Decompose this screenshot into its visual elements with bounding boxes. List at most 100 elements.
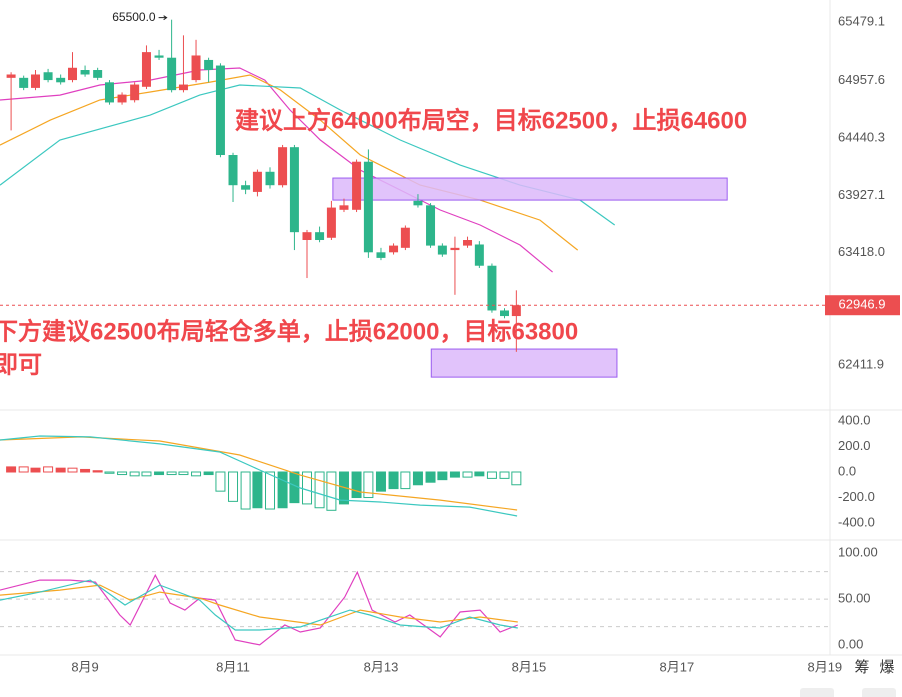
candle-body — [31, 74, 41, 88]
candle-body — [93, 70, 103, 78]
candle-body — [80, 70, 90, 75]
toolbar-tab[interactable] — [800, 688, 834, 697]
candle-body — [117, 94, 127, 103]
annotation: 下方建议62500布局轻仓多单，止损62000，目标63800 — [0, 317, 578, 345]
x-tick-label: 8月15 — [512, 659, 547, 674]
indicator-line — [0, 579, 518, 631]
candle-body — [315, 232, 325, 241]
macd-bar — [425, 471, 436, 483]
last-price-box — [825, 295, 900, 316]
macd-bar — [486, 471, 497, 479]
macd-bar — [92, 470, 103, 473]
last-price-label: 62946.9 — [839, 297, 886, 312]
candle-body — [426, 205, 436, 246]
macd-bar — [228, 471, 239, 502]
candle-body — [302, 232, 312, 241]
candle-body — [154, 55, 164, 58]
candle-body — [167, 57, 177, 91]
candle-body — [511, 305, 521, 317]
candle-body — [241, 185, 251, 190]
candle-body — [339, 205, 349, 210]
macd-bar — [117, 471, 128, 476]
macd-bar — [18, 466, 29, 473]
candle-body — [450, 247, 460, 251]
toolbar-button[interactable]: 筹 — [854, 659, 869, 676]
candle-body — [6, 74, 16, 78]
y-tick-label: 400.0 — [838, 412, 871, 427]
indicator-line — [0, 67, 553, 273]
macd-bar — [314, 471, 325, 509]
macd-bar — [412, 471, 423, 486]
y-tick-label: 0.00 — [838, 636, 863, 651]
macd-bar — [363, 471, 374, 499]
y-tick-label: 100.00 — [838, 545, 878, 560]
candle-body — [130, 84, 140, 101]
annotation: 建议上方64000布局空，目标62500，止损64600 — [235, 106, 747, 134]
candle-body — [413, 200, 423, 206]
macd-bar — [6, 466, 17, 473]
indicator-line — [0, 570, 519, 646]
macd-bar — [499, 471, 510, 479]
macd-bar — [80, 468, 91, 473]
macd-bar — [462, 471, 473, 478]
candle-body — [191, 55, 201, 81]
macd-bar — [154, 471, 165, 476]
candle-body — [43, 72, 53, 81]
y-tick-label: 50.00 — [838, 591, 871, 606]
macd-bar — [178, 471, 189, 476]
macd-bar — [375, 471, 386, 492]
zone — [430, 348, 618, 378]
macd-bar — [43, 466, 54, 473]
macd-bar — [400, 471, 411, 490]
y-tick-label: 65479.1 — [838, 13, 885, 28]
macd-bar — [129, 471, 140, 477]
macd-bar — [141, 471, 152, 477]
x-tick-label: 8月9 — [71, 659, 98, 674]
macd-bar — [301, 471, 312, 505]
macd-bar — [449, 471, 460, 478]
macd-bar — [215, 471, 226, 492]
y-tick-label: -400.0 — [838, 515, 875, 530]
indicator-line — [0, 84, 616, 226]
zone — [332, 177, 728, 201]
macd-bar — [326, 471, 337, 511]
y-tick-label: 63418.0 — [838, 244, 885, 259]
candle-body — [278, 147, 288, 186]
indicator-line — [0, 74, 579, 251]
candle-body — [67, 67, 77, 81]
candle-body — [400, 227, 410, 248]
macd-bar — [104, 471, 115, 474]
y-tick-label: 64957.6 — [838, 72, 885, 87]
y-tick-label: 0.0 — [838, 463, 856, 478]
macd-bar — [351, 471, 362, 499]
candle-body — [500, 310, 510, 317]
x-tick-label: 8月13 — [364, 659, 399, 674]
x-tick-label: 8月19 — [807, 659, 842, 674]
macd-bar — [388, 471, 399, 490]
y-tick-label: 64440.3 — [838, 130, 885, 145]
candle-body — [352, 161, 362, 210]
macd-bar — [191, 471, 202, 477]
candle-body — [178, 84, 188, 91]
y-tick-label: 200.0 — [838, 438, 871, 453]
candle-body — [204, 59, 214, 71]
max-arrow — [158, 15, 168, 21]
x-tick-label: 8月11 — [216, 659, 250, 674]
x-tick-label: 8月17 — [660, 659, 695, 674]
macd-bar — [265, 471, 276, 510]
indicator-line — [0, 435, 518, 517]
toolbar-tab[interactable] — [862, 688, 896, 697]
candle-body — [376, 252, 386, 258]
candle-body — [252, 171, 262, 192]
macd-bar — [252, 471, 263, 509]
candle-body — [104, 82, 114, 103]
candle-body — [19, 77, 29, 88]
macd-bar — [67, 467, 78, 473]
toolbar-button[interactable]: 爆 — [879, 659, 894, 676]
candle-body — [389, 245, 399, 253]
macd-bar — [30, 467, 41, 473]
indicator-line — [0, 584, 518, 626]
candle-body — [215, 65, 225, 156]
annotation: 即可 — [0, 351, 42, 378]
macd-bar — [203, 471, 214, 476]
